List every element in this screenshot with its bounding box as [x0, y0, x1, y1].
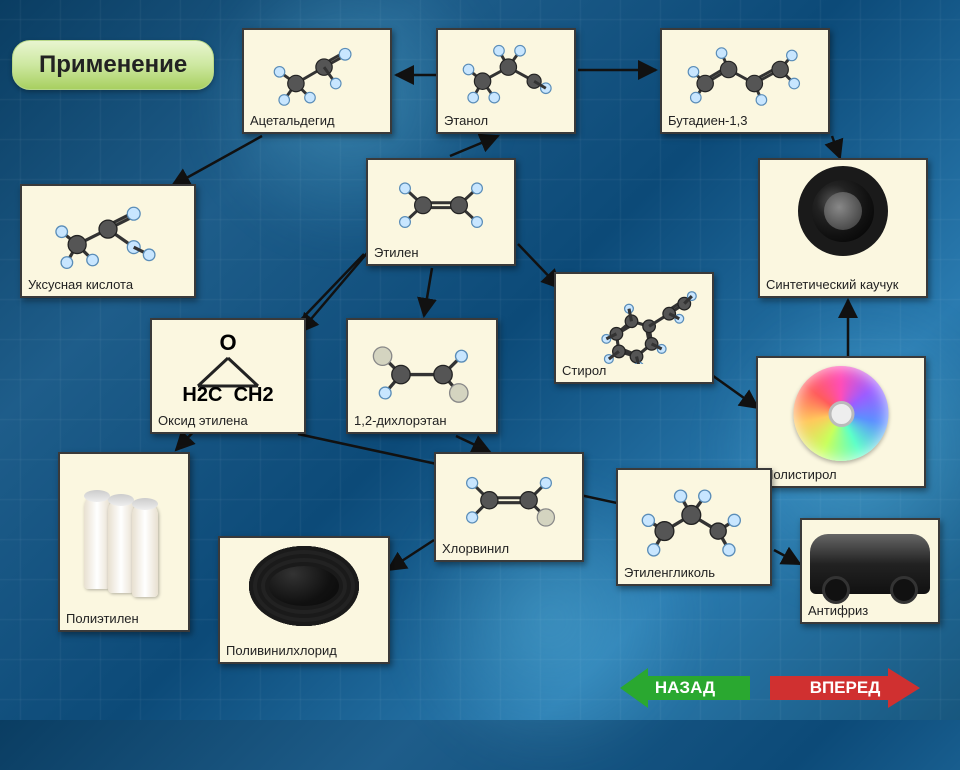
node-label: Полиэтилен: [66, 612, 182, 626]
node-label: Хлорвинил: [442, 542, 576, 556]
node-label: Полистирол: [764, 468, 918, 482]
nav-back-button[interactable]: НАЗАД: [620, 668, 750, 708]
node-label: Бутадиен-1,3: [668, 114, 822, 128]
node-label: Синтетический каучук: [766, 278, 920, 292]
node-rubber: Синтетический каучук: [758, 158, 928, 298]
node-ethanol: Этанол: [436, 28, 576, 134]
node-label: Этанол: [444, 114, 568, 128]
nav-forward-button[interactable]: ВПЕРЕД: [770, 668, 920, 708]
node-label: Ацетальдегид: [250, 114, 384, 128]
node-label: Этиленгликоль: [624, 566, 764, 580]
node-ethylene: Этилен: [366, 158, 516, 266]
node-dce: 1,2-дихлорэтан: [346, 318, 498, 434]
node-styrene: Стирол: [554, 272, 714, 384]
node-polystyrene: Полистирол: [756, 356, 926, 488]
node-butadiene: Бутадиен-1,3: [660, 28, 830, 134]
node-acetaldehyde: Ацетальдегид: [242, 28, 392, 134]
node-chlorvinyl: Хлорвинил: [434, 452, 584, 562]
nav-back-label: НАЗАД: [655, 678, 715, 698]
node-pvc: Поливинилхлорид: [218, 536, 390, 664]
node-label: Уксусная кислота: [28, 278, 188, 292]
node-antifreeze: Антифриз: [800, 518, 940, 624]
node-acetic: Уксусная кислота: [20, 184, 196, 298]
node-label: Стирол: [562, 364, 706, 378]
diagram-stage: Применение Ацетальдегид Этанол Бутадиен-1,…: [0, 0, 960, 720]
node-label: Антифриз: [808, 604, 932, 618]
node-label: Этилен: [374, 246, 508, 260]
node-polyeth: Полиэтилен: [58, 452, 190, 632]
nav-forward-label: ВПЕРЕД: [810, 678, 881, 698]
node-label: Оксид этилена: [158, 414, 298, 428]
node-label: Поливинилхлорид: [226, 644, 382, 658]
page-title: Применение: [12, 40, 214, 90]
node-label: 1,2-дихлорэтан: [354, 414, 490, 428]
node-ethox: OH2C CH2Оксид этилена: [150, 318, 306, 434]
node-ethglycol: Этиленгликоль: [616, 468, 772, 586]
